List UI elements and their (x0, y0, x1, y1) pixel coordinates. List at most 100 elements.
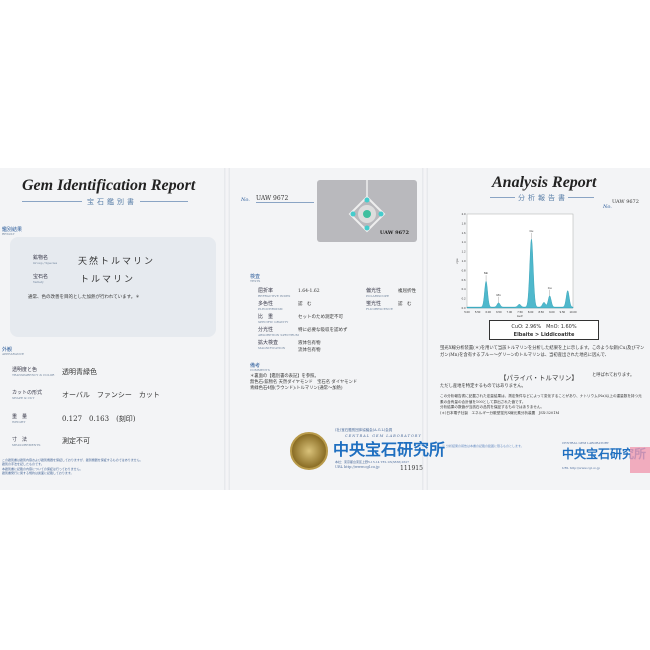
x-tick-label: 8.00 (528, 310, 534, 314)
variety-suffix: と呼ばれております。 (592, 373, 635, 378)
tests-label: 検査 (250, 274, 261, 280)
test-pleochroism: 多色性 PLEOCHROISM (258, 301, 283, 311)
origin-note: ただし産地を特定するものではありません。 (440, 384, 526, 389)
y-axis-label: cps (455, 258, 459, 264)
red-seal-stamp (630, 447, 650, 473)
y-tick-label: 0.8 (462, 268, 466, 272)
y-tick-label: 0.4 (462, 287, 466, 291)
report-number: UAW 9672 (256, 195, 314, 203)
row-cut: カットの形式 SHAPE & CUT (12, 390, 43, 400)
y-tick-label: 2.0 (462, 212, 466, 216)
plot-area (466, 213, 574, 309)
pleochroism-value: 認 む (298, 302, 312, 307)
magnification-value: 液体包有物 (298, 341, 321, 346)
laboratory-seal (290, 432, 328, 470)
left-title: Gem Identification Report (22, 177, 196, 194)
url[interactable]: URL http://www.cgl.co.jp (335, 465, 380, 469)
mineral-label: 鉱物名 (33, 255, 49, 261)
analysis-paragraph: 蛍光X線分析装置(＊)を用いて当該トルマリンを分析した結果を上に示します。このよ… (440, 346, 645, 358)
row-transparency: 透明度と色 TRANSPARENCY & COLOR (12, 367, 55, 377)
fluorescence-value: 認 む (398, 302, 412, 307)
x-tick-label: 9.00 (549, 310, 555, 314)
no-label: No. (241, 197, 250, 203)
measurements-value: 測定不可 (62, 437, 90, 445)
gem-label: 宝石名 (33, 274, 49, 280)
mineral-value: 天然トルマリン (78, 257, 156, 267)
x-tick-label: 7.00 (507, 310, 513, 314)
y-tick-label: 1.0 (462, 259, 466, 263)
report-number-right: UAW 9672 (612, 199, 639, 205)
x-tick-label: 9.50 (560, 310, 566, 314)
y-tick-label: 0.2 (462, 297, 466, 301)
x-tick-label: 5.00 (464, 310, 470, 314)
org-logo: 中央宝石研究所 (333, 440, 446, 459)
title-rule (140, 201, 188, 202)
comments-label: 備考 (250, 363, 261, 369)
photo-caption: UAW 9672 (379, 230, 409, 236)
result-label-en: RESULT (2, 232, 15, 236)
title-rule (490, 197, 515, 198)
result-box (10, 237, 216, 337)
x-tick-label: 8.50 (538, 310, 544, 314)
y-tick-label: 1.6 (462, 231, 466, 235)
ri-value: 1.64-1.62 (298, 289, 320, 294)
row-weight: 重 量 WEIGHT (12, 414, 28, 424)
org-name-en-right: CENTRAL GEM LABORATORY (562, 441, 609, 445)
sg-value: セットのため測定不可 (298, 315, 343, 320)
weight-value: 0.127 0.163 (刻印) (62, 415, 136, 423)
row-measurements: 寸 法 MEASUREMENTS (12, 437, 41, 447)
x-axis-label: keV (517, 314, 524, 318)
url-right[interactable]: URL http://www.cgl.co.jp (562, 466, 601, 470)
appearance-label-en: APPEARANCE (2, 352, 25, 356)
page-fold (422, 168, 428, 490)
comments-label-en: COMMENTS (250, 368, 270, 372)
peak-label: Cu (548, 286, 552, 290)
mineral-label-en: Group / Species (33, 261, 58, 265)
x-tick-label: 7.50 (517, 310, 523, 314)
right-title: Analysis Report (492, 174, 597, 191)
appearance-label: 外観 (2, 347, 13, 353)
test-sg: 比 重 SPECIFIC GRAVITY (258, 314, 289, 324)
analysis-notes: この分析報告書に記載された定量結果は、測定条件などによって変化することがあり、ナ… (440, 394, 642, 415)
x-tick-label: 5.50 (475, 310, 481, 314)
peak-label: Mn (497, 293, 501, 297)
disclaimer: ※ 分析結果の報告は本書の記載の範囲に限るものとします。 (442, 444, 524, 448)
cut-value: オーバル ファンシー カット (62, 391, 160, 399)
treatment-note: 通常、色の改善を目的とした加熱が行われています。＊ (28, 295, 140, 300)
page-fold (224, 168, 230, 490)
test-polariscope: 偏光性 POLARISCOPE (366, 288, 390, 298)
tests-label-en: TESTS (250, 279, 261, 283)
test-magnification: 拡大検査 MAGNIFICATION (258, 340, 286, 350)
test-fluorescence: 蛍光性 FLUORESCENCE (366, 301, 393, 311)
test-spectrum: 分光性 ABSORPTION SPECTRUM (258, 327, 299, 337)
no-label-right: No. (603, 204, 612, 210)
xrf-spectrum-chart: 5.00 5.50 6.00 6.50 7.00 7.50 8.00 8.50 9.00 9.50… (455, 212, 577, 318)
title-rule (568, 197, 594, 198)
y-tick-label: 1.4 (462, 240, 466, 244)
x-tick-label: 6.50 (496, 310, 502, 314)
x-tick-label: 6.00 (485, 310, 491, 314)
y-tick-label: 1.8 (462, 221, 466, 225)
footnotes: この鑑別書は鑑別内容および鑑別機器を保証しておりますが、鑑別機器を保証するもので… (2, 458, 143, 475)
title-rule (22, 201, 82, 202)
serial-number: 111915 (400, 465, 423, 472)
gem-value: トルマリン (80, 275, 136, 285)
gem-label-en: Variety (33, 280, 44, 284)
spectrum-value: 特に必要な吸収を認めず (298, 328, 348, 333)
y-tick-label: 1.2 (462, 250, 466, 254)
test-ri: 屈折率 REFRACTIVE INDEX (258, 288, 291, 298)
comments: ＊裏面の【鑑別書の表記】を参照。 無色石:鉱物名 天然ダイヤモンド 宝石名 ダイヤ… (250, 374, 358, 391)
pendant-image (348, 180, 386, 233)
org-membership: (社)宝石鑑別団体協議会(A.G.L)会員 (335, 428, 393, 432)
x-tick-label: 10.00 (570, 310, 577, 314)
peak-label: Mn (484, 271, 488, 275)
right-subtitle: 分析報告書 (518, 194, 568, 202)
magnification-value-2: 流体包有物 (298, 348, 321, 353)
y-tick-label: 0.0 (462, 306, 466, 310)
y-tick-label: 0.6 (462, 278, 466, 282)
result-summary-box: CuO: 2.96% MnO: 1.60% Elbaite > Liddicoa… (489, 320, 599, 340)
variety-name: 【パライバ・トルマリン】 (500, 374, 578, 382)
peak-label: Cu (530, 229, 534, 233)
org-name-en: CENTRAL GEM LABORATORY (345, 434, 422, 438)
address: 本社：東京都台東区上野5-15-14 TEL 03(3836)1627 (335, 460, 410, 464)
